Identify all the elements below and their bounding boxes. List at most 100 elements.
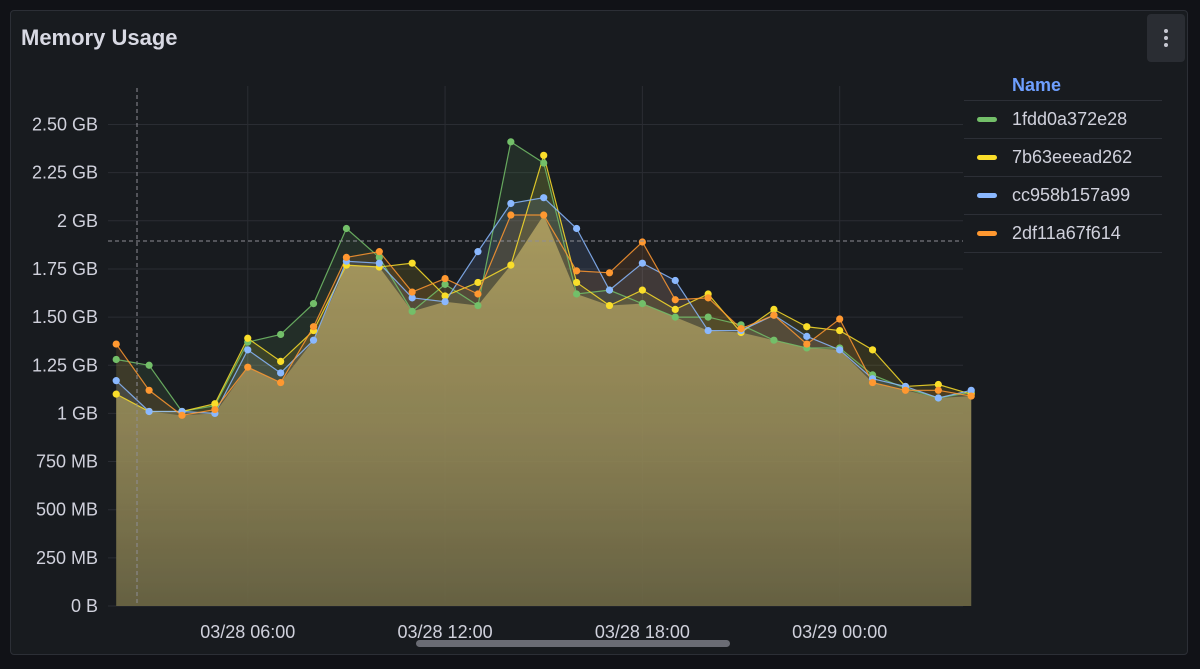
point-7b63eeead262 <box>244 334 252 342</box>
point-1fdd0a372e28 <box>638 300 646 308</box>
point-2df11a67f614 <box>836 315 844 323</box>
point-7b63eeead262 <box>934 380 942 389</box>
point-cc958b157a99 <box>638 259 646 267</box>
point-1fdd0a372e28 <box>277 330 285 339</box>
point-7b63eeead262 <box>638 286 646 294</box>
area-cc958b157a99 <box>116 197 972 607</box>
legend-item[interactable]: 2df11a67f614 <box>964 215 1162 253</box>
series-points <box>112 138 975 419</box>
crosshair <box>108 88 963 606</box>
point-cc958b157a99 <box>704 326 712 335</box>
y-tick-label: 750 MB <box>36 452 98 472</box>
point-1fdd0a372e28 <box>375 253 383 261</box>
point-1fdd0a372e28 <box>112 355 120 364</box>
legend-item[interactable]: cc958b157a99 <box>964 177 1162 215</box>
point-2df11a67f614 <box>474 290 482 298</box>
point-cc958b157a99 <box>112 377 120 385</box>
point-7b63eeead262 <box>277 357 285 365</box>
legend-label: 1fdd0a372e28 <box>1012 109 1128 129</box>
point-1fdd0a372e28 <box>573 290 581 298</box>
point-2df11a67f614 <box>244 363 252 371</box>
x-tick-label: 03/28 18:00 <box>595 622 690 642</box>
y-tick-label: 1 GB <box>57 403 98 423</box>
legend-item[interactable]: 7b63eeead262 <box>964 139 1162 177</box>
point-7b63eeead262 <box>803 323 811 331</box>
point-7b63eeead262 <box>507 261 515 269</box>
legend-item[interactable]: 1fdd0a372e28 <box>964 101 1162 139</box>
y-tick-label: 1.75 GB <box>32 259 98 279</box>
y-tick-label: 2.25 GB <box>32 163 98 183</box>
point-cc958b157a99 <box>573 224 581 233</box>
area-base <box>116 215 972 606</box>
point-1fdd0a372e28 <box>342 224 351 233</box>
y-axis: 0 B 250 MB 500 MB 750 MB 1 GB 1.25 GB 1.50 GB 1… <box>32 115 98 617</box>
point-7b63eeead262 <box>868 346 877 354</box>
x-axis: 03/28 06:00 03/28 12:00 03/28 18:00 03/29 0… <box>200 622 887 642</box>
point-1fdd0a372e28 <box>770 336 778 344</box>
legend-label: cc958b157a99 <box>1012 185 1131 205</box>
point-1fdd0a372e28 <box>474 301 482 310</box>
y-tick-label: 250 MB <box>36 548 98 568</box>
point-7b63eeead262 <box>211 400 219 408</box>
point-2df11a67f614 <box>573 267 581 275</box>
series-areas <box>116 141 972 607</box>
point-2df11a67f614 <box>540 211 548 219</box>
point-1fdd0a372e28 <box>309 300 318 308</box>
point-7b63eeead262 <box>112 390 120 398</box>
point-2df11a67f614 <box>737 325 745 333</box>
point-7b63eeead262 <box>836 326 844 335</box>
x-tick-label: 03/28 06:00 <box>200 622 295 642</box>
point-cc958b157a99 <box>474 248 482 256</box>
legend: Name 1fdd0a372e28 7b63eeead262 cc958b157a9… <box>964 70 1162 253</box>
point-2df11a67f614 <box>441 274 449 283</box>
point-cc958b157a99 <box>803 332 811 340</box>
point-2df11a67f614 <box>507 211 515 219</box>
point-1fdd0a372e28 <box>540 159 548 167</box>
point-7b63eeead262 <box>408 259 416 267</box>
y-tick-label: 1.25 GB <box>32 355 98 375</box>
point-1fdd0a372e28 <box>145 361 153 369</box>
point-cc958b157a99 <box>836 346 844 354</box>
x-tick-label: 03/29 00:00 <box>792 622 887 642</box>
legend-header-name[interactable]: Name <box>964 70 1162 101</box>
point-cc958b157a99 <box>507 199 515 208</box>
point-2df11a67f614 <box>901 386 910 394</box>
point-cc958b157a99 <box>934 394 942 402</box>
point-cc958b157a99 <box>244 346 252 354</box>
legend-swatch <box>977 155 997 160</box>
point-7b63eeead262 <box>540 151 548 159</box>
point-cc958b157a99 <box>309 336 318 344</box>
horizontal-scrollbar[interactable] <box>416 640 730 647</box>
point-7b63eeead262 <box>770 305 778 313</box>
legend-label: 2df11a67f614 <box>1012 223 1121 243</box>
point-2df11a67f614 <box>211 405 219 414</box>
point-2df11a67f614 <box>309 323 318 331</box>
point-1fdd0a372e28 <box>671 313 679 321</box>
x-tick-label: 03/28 12:00 <box>398 622 493 642</box>
point-2df11a67f614 <box>868 378 877 387</box>
point-7b63eeead262 <box>441 292 449 300</box>
point-2df11a67f614 <box>671 296 679 304</box>
point-2df11a67f614 <box>342 253 351 261</box>
point-2df11a67f614 <box>605 269 614 277</box>
y-tick-label: 2.50 GB <box>32 115 98 135</box>
kebab-menu-icon[interactable] <box>1147 14 1185 62</box>
point-2df11a67f614 <box>178 411 186 419</box>
point-7b63eeead262 <box>573 278 581 287</box>
point-cc958b157a99 <box>375 259 383 267</box>
point-cc958b157a99 <box>145 407 153 416</box>
point-1fdd0a372e28 <box>704 313 712 321</box>
point-cc958b157a99 <box>441 298 449 306</box>
point-2df11a67f614 <box>112 340 120 348</box>
point-2df11a67f614 <box>145 386 153 394</box>
y-tick-label: 0 B <box>71 596 98 616</box>
point-cc958b157a99 <box>540 194 548 202</box>
point-2df11a67f614 <box>277 378 285 387</box>
y-tick-label: 1.50 GB <box>32 307 98 327</box>
point-2df11a67f614 <box>967 392 975 400</box>
point-cc958b157a99 <box>605 286 614 294</box>
legend-swatch <box>977 231 997 236</box>
point-1fdd0a372e28 <box>408 307 416 315</box>
y-tick-label: 500 MB <box>36 500 98 520</box>
